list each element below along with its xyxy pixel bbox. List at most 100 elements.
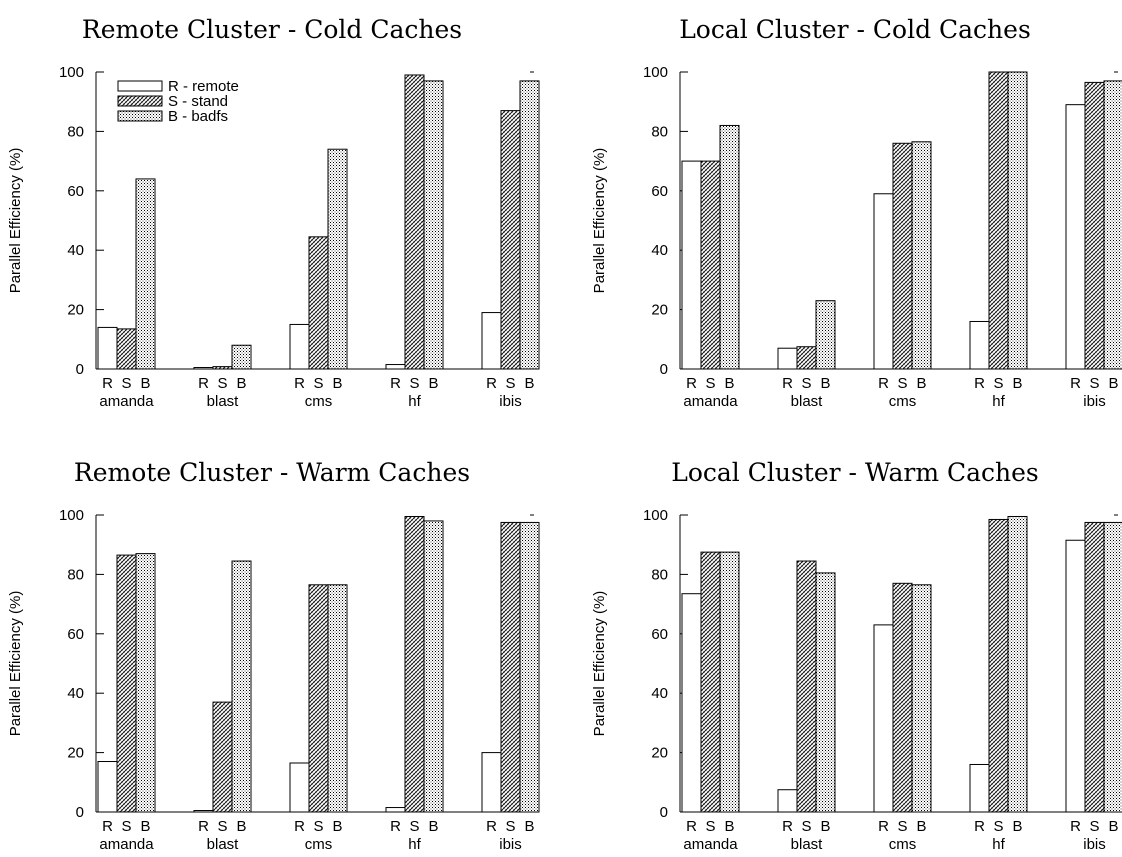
bar-ibis-b	[519, 80, 540, 370]
category-label-hf: hf	[992, 836, 1005, 853]
bar-label-r: R	[782, 818, 793, 835]
bar-label-s: S	[993, 818, 1003, 835]
bar-blast-b	[815, 572, 836, 813]
bar-label-b: B	[1108, 375, 1118, 392]
legend-entry-r-remote: R - remote	[168, 78, 239, 95]
bar-label-s: S	[897, 375, 907, 392]
y-axis-label: Parallel Efficiency (%)	[591, 591, 608, 737]
category-label-amanda: amanda	[683, 393, 738, 410]
chart-title: Local Cluster - Warm Caches	[671, 458, 1038, 487]
y-tick-label: 40	[651, 685, 668, 702]
bar-cms-b	[327, 148, 348, 370]
bar-label-r: R	[974, 375, 985, 392]
bar-hf-s	[988, 71, 1009, 370]
chart-title: Local Cluster - Cold Caches	[679, 15, 1031, 44]
y-tick-label: 20	[651, 745, 668, 762]
y-tick-label: 100	[643, 64, 668, 81]
category-label-ibis: ibis	[499, 836, 522, 853]
bar-label-r: R	[198, 818, 209, 835]
category-label-cms: cms	[305, 393, 333, 410]
category-label-hf: hf	[408, 393, 421, 410]
bar-blast-r	[193, 810, 214, 813]
bar-label-b: B	[820, 375, 830, 392]
bar-label-r: R	[294, 375, 305, 392]
bar-label-b: B	[428, 375, 438, 392]
y-tick-label: 100	[59, 64, 84, 81]
bar-cms-s	[892, 142, 913, 370]
bar-label-s: S	[505, 375, 515, 392]
bar-hf-r	[385, 364, 406, 370]
bar-label-s: S	[505, 818, 515, 835]
y-tick-label: 20	[67, 302, 84, 319]
category-label-blast: blast	[207, 393, 240, 410]
bar-amanda-s	[700, 160, 721, 370]
y-tick-label: 40	[67, 242, 84, 259]
bar-blast-s	[796, 346, 817, 370]
bar-cms-b	[911, 584, 932, 813]
legend-entry-s-stand: S - stand	[168, 93, 228, 110]
bar-label-r: R	[102, 375, 113, 392]
bar-amanda-s	[116, 328, 137, 370]
bar-hf-s	[988, 518, 1009, 813]
bar-label-r: R	[390, 375, 401, 392]
category-label-amanda: amanda	[683, 836, 738, 853]
chart-panel-2: Local Cluster - Cold Caches Parallel Effi…	[591, 15, 1122, 410]
bar-cms-s	[892, 582, 913, 813]
bar-label-b: B	[724, 818, 734, 835]
bar-amanda-b	[719, 124, 740, 370]
bar-ibis-s	[500, 521, 521, 813]
bar-hf-b	[1007, 515, 1028, 813]
bar-label-s: S	[1089, 818, 1099, 835]
bar-label-b: B	[332, 375, 342, 392]
bar-label-b: B	[916, 375, 926, 392]
bar-label-b: B	[140, 375, 150, 392]
bar-label-b: B	[332, 818, 342, 835]
bar-label-b: B	[236, 375, 246, 392]
bar-hf-b	[1007, 71, 1028, 370]
bar-amanda-b	[135, 178, 156, 370]
bar-label-r: R	[686, 375, 697, 392]
bar-cms-r	[289, 762, 310, 813]
chart-panel-3: Remote Cluster - Warm Caches Parallel Eff…	[7, 458, 540, 853]
y-tick-label: 0	[660, 804, 668, 821]
y-tick-label: 80	[67, 123, 84, 140]
bar-label-r: R	[974, 818, 985, 835]
bar-label-b: B	[916, 818, 926, 835]
bar-blast-r	[777, 347, 798, 370]
y-tick-label: 60	[651, 626, 668, 643]
bar-label-b: B	[1108, 818, 1118, 835]
category-label-cms: cms	[305, 836, 333, 853]
bar-label-r: R	[1070, 818, 1081, 835]
legend-swatch-b-badfs	[117, 110, 163, 122]
bar-ibis-b	[1103, 521, 1122, 813]
bar-cms-b	[911, 141, 932, 370]
bar-label-r: R	[294, 818, 305, 835]
bar-label-s: S	[217, 818, 227, 835]
y-axis-label: Parallel Efficiency (%)	[7, 591, 24, 737]
bar-amanda-b	[135, 553, 156, 813]
bar-label-b: B	[524, 375, 534, 392]
bar-label-s: S	[1089, 375, 1099, 392]
bar-label-b: B	[1012, 375, 1022, 392]
bar-label-s: S	[801, 818, 811, 835]
bar-label-s: S	[409, 375, 419, 392]
bar-blast-b	[231, 344, 252, 370]
y-tick-label: 40	[67, 685, 84, 702]
bar-blast-b	[231, 560, 252, 813]
bar-ibis-r	[1065, 539, 1086, 813]
bar-ibis-r	[481, 752, 502, 813]
bar-hf-b	[423, 520, 444, 813]
bar-label-s: S	[993, 375, 1003, 392]
y-tick-label: 80	[67, 566, 84, 583]
category-label-ibis: ibis	[1083, 393, 1106, 410]
y-tick-label: 100	[643, 507, 668, 524]
category-label-blast: blast	[207, 836, 240, 853]
y-tick-label: 100	[59, 507, 84, 524]
bar-label-r: R	[198, 375, 209, 392]
category-label-ibis: ibis	[1083, 836, 1106, 853]
bar-ibis-s	[1084, 81, 1105, 370]
category-label-hf: hf	[992, 393, 1005, 410]
bar-ibis-b	[519, 521, 540, 813]
